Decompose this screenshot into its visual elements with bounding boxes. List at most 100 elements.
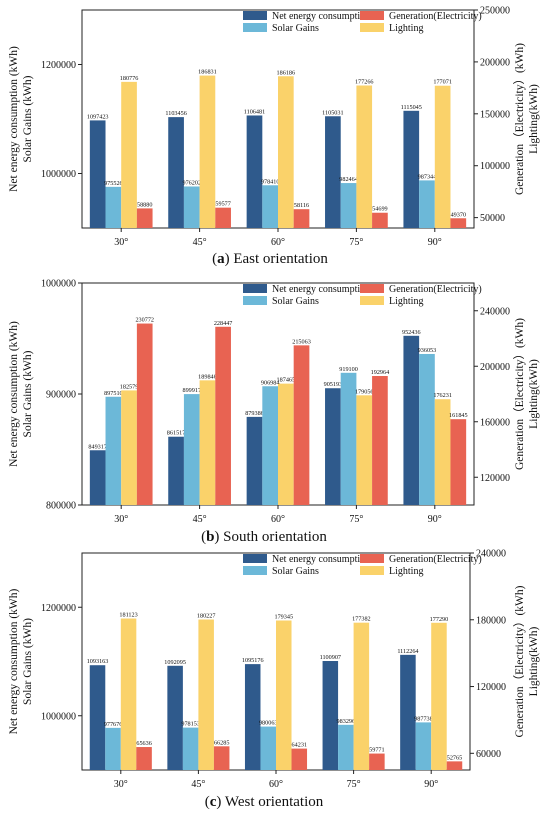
x-tick-label: 90° bbox=[428, 237, 442, 248]
legend-label: Generation(Electricity) bbox=[389, 11, 482, 22]
data-label: 975526 bbox=[104, 180, 123, 187]
series-lighting: 180776 186831 186186 177266 177071 bbox=[120, 69, 452, 229]
data-label: 899917 bbox=[182, 387, 201, 394]
x-tick-label: 45° bbox=[191, 779, 205, 790]
legend-label: Generation(Electricity) bbox=[389, 284, 482, 295]
panel-caption: (b) South orientation bbox=[201, 529, 327, 545]
bar bbox=[276, 620, 292, 770]
left-tick-label: 800000 bbox=[46, 501, 76, 512]
legend-swatch bbox=[360, 11, 384, 20]
left-axis-title: Net energy consumption (kWh) bbox=[8, 46, 20, 192]
data-label: 906984 bbox=[261, 379, 280, 386]
data-label: 1105031 bbox=[322, 109, 343, 116]
x-tick-label: 75° bbox=[349, 514, 363, 525]
legend-label: Lighting bbox=[389, 23, 423, 34]
data-label: 983296 bbox=[337, 718, 356, 725]
right-tick-label: 240000 bbox=[480, 306, 510, 317]
bar bbox=[89, 120, 106, 228]
bar bbox=[403, 335, 420, 505]
left-axis-title: Net energy consumption (kWh) bbox=[8, 321, 20, 467]
bar bbox=[322, 661, 339, 770]
right-axis-title: Generation（Electricity）(kWh) bbox=[513, 43, 526, 195]
right-axis-title: Lighting(kWh) bbox=[528, 627, 540, 697]
right-tick-label: 60000 bbox=[476, 749, 501, 760]
data-label: 177071 bbox=[433, 79, 452, 86]
data-label: 186186 bbox=[277, 69, 296, 76]
legend-swatch bbox=[243, 554, 267, 563]
data-label: 977676 bbox=[104, 721, 123, 728]
bar bbox=[353, 622, 370, 770]
legend-label: Generation(Electricity) bbox=[389, 554, 482, 565]
bar bbox=[89, 665, 106, 770]
bar bbox=[244, 664, 261, 770]
bar bbox=[293, 345, 310, 505]
legend-label: Solar Gains bbox=[272, 566, 319, 577]
x-tick-label: 45° bbox=[193, 237, 207, 248]
bar bbox=[120, 618, 137, 770]
bar bbox=[419, 353, 435, 505]
left-axis-title: Solar Gains (kWh) bbox=[22, 350, 34, 437]
bar bbox=[278, 76, 294, 228]
data-label: 978153 bbox=[181, 721, 200, 728]
data-label: 181123 bbox=[119, 612, 137, 619]
data-label: 987344 bbox=[418, 173, 437, 180]
x-tick-label: 60° bbox=[271, 514, 285, 525]
bar bbox=[369, 753, 385, 770]
right-tick-label: 50000 bbox=[480, 213, 505, 224]
data-label: 905193 bbox=[324, 381, 343, 388]
series-solar-gains: 975526 976202 978410 982464 987344 bbox=[104, 173, 436, 228]
x-tick-label: 60° bbox=[269, 779, 283, 790]
bar bbox=[215, 207, 231, 228]
left-axis-title: Solar Gains (kWh) bbox=[22, 618, 34, 705]
bar bbox=[278, 383, 294, 505]
bar bbox=[215, 326, 231, 505]
series-generation-electricity-: 230772 228447 215063 192964 161845 bbox=[135, 317, 468, 505]
series-net-energy-consumption: 1097423 1103456 1106481 1105031 1115045 bbox=[87, 104, 422, 228]
series-generation-electricity-: 58880 59577 58116 54699 49370 bbox=[136, 201, 467, 228]
bar bbox=[291, 748, 308, 770]
left-tick-label: 1000000 bbox=[41, 279, 76, 290]
data-label: 879386 bbox=[245, 410, 264, 417]
bar bbox=[403, 110, 420, 228]
bar bbox=[415, 722, 432, 770]
bar bbox=[105, 186, 122, 228]
x-tick-label: 90° bbox=[424, 779, 438, 790]
data-label: 1100907 bbox=[320, 654, 341, 661]
bar bbox=[167, 665, 183, 770]
right-tick-label: 160000 bbox=[480, 417, 510, 428]
x-tick-label: 45° bbox=[193, 514, 207, 525]
data-label: 987738 bbox=[414, 715, 433, 722]
bar bbox=[372, 212, 388, 228]
data-label: 65636 bbox=[136, 740, 151, 747]
data-label: 1095176 bbox=[242, 657, 264, 664]
right-axis-title: Generation（Electricity）(kWh) bbox=[513, 318, 526, 470]
legend-label: Net energy consumption bbox=[272, 284, 370, 295]
panel-caption: (c) West orientation bbox=[205, 794, 324, 810]
right-tick-label: 120000 bbox=[476, 682, 506, 693]
bar bbox=[199, 75, 216, 228]
legend-swatch bbox=[243, 284, 267, 293]
bar bbox=[136, 323, 153, 505]
legend-swatch bbox=[243, 11, 267, 20]
bar bbox=[121, 81, 137, 228]
legend-label: Lighting bbox=[389, 566, 423, 577]
bar bbox=[450, 218, 467, 228]
data-label: 1115045 bbox=[401, 104, 422, 111]
data-label: 180227 bbox=[197, 613, 216, 620]
data-label: 176231 bbox=[433, 392, 452, 399]
bar bbox=[419, 180, 435, 228]
data-label: 180776 bbox=[120, 75, 139, 82]
data-label: 189846 bbox=[198, 373, 217, 380]
x-tick-label: 30° bbox=[114, 779, 128, 790]
data-label: 66285 bbox=[214, 739, 229, 746]
bar bbox=[213, 746, 230, 770]
left-tick-label: 1200000 bbox=[41, 603, 76, 614]
right-axis-title: Generation（Electricity）(kWh) bbox=[513, 585, 526, 737]
panel-caption: (a) East orientation bbox=[212, 251, 328, 267]
x-tick-label: 30° bbox=[114, 514, 128, 525]
bar bbox=[325, 388, 341, 505]
left-tick-label: 1200000 bbox=[41, 60, 76, 71]
bar bbox=[434, 85, 451, 229]
